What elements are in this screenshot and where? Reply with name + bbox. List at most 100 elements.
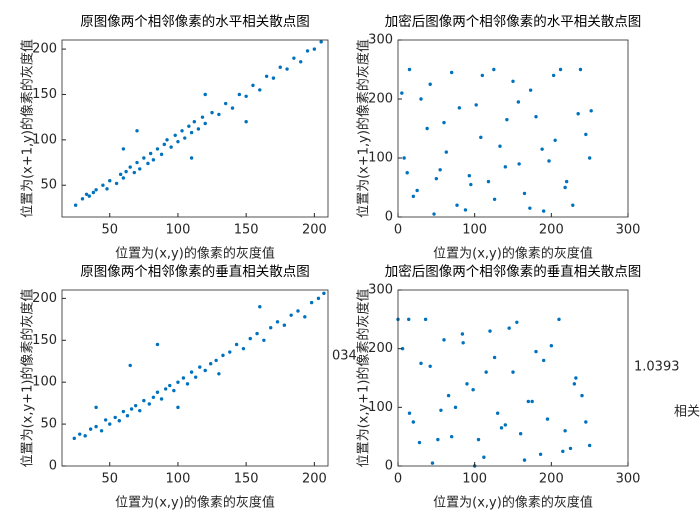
- y-axis-label: 位置为(x,y+1)的像素的灰度值: [20, 289, 36, 468]
- point: [176, 380, 180, 384]
- point: [469, 182, 473, 187]
- y-tick-label: 200: [368, 92, 393, 107]
- point: [547, 159, 551, 163]
- point: [142, 398, 146, 403]
- x-tick-label: 100: [462, 472, 487, 487]
- point: [411, 420, 416, 424]
- point: [113, 415, 117, 420]
- point: [438, 168, 442, 172]
- point: [568, 446, 573, 451]
- point: [561, 449, 565, 454]
- point: [87, 194, 91, 198]
- axes-background: [398, 40, 628, 217]
- y-tick-label: 200: [368, 341, 393, 356]
- point: [584, 132, 588, 137]
- point: [135, 160, 139, 165]
- point: [244, 94, 248, 98]
- point: [155, 342, 160, 347]
- point: [165, 138, 169, 142]
- point: [84, 192, 89, 197]
- point: [103, 418, 108, 422]
- y-tick-label: 0: [385, 459, 393, 474]
- point: [474, 103, 478, 107]
- point: [114, 181, 119, 186]
- point: [208, 362, 213, 366]
- point: [442, 338, 446, 342]
- point: [432, 212, 436, 216]
- y-tick-label: 300: [368, 33, 393, 48]
- point: [419, 361, 423, 366]
- point: [460, 332, 465, 336]
- point: [522, 458, 527, 462]
- point: [319, 40, 323, 44]
- point: [258, 305, 262, 309]
- subplot: 50 100 150 200 0 50 100 150 200 位置为(x,y)的像素的灰度值 位置…: [20, 264, 329, 511]
- x-tick-label: 200: [539, 223, 564, 238]
- x-tick-label: 0: [394, 472, 402, 487]
- point: [159, 152, 164, 157]
- point: [428, 82, 432, 86]
- point: [534, 115, 538, 119]
- point: [419, 97, 423, 101]
- axes-background: [62, 40, 328, 217]
- point: [223, 101, 228, 106]
- point: [159, 397, 164, 401]
- point: [503, 165, 508, 169]
- x-tick-label: 200: [539, 472, 564, 487]
- point: [155, 390, 160, 394]
- point: [214, 358, 218, 363]
- point: [151, 395, 156, 399]
- point: [571, 203, 575, 207]
- point: [528, 206, 532, 210]
- point: [163, 387, 168, 391]
- point: [108, 422, 112, 426]
- point: [563, 185, 567, 190]
- point: [549, 344, 554, 348]
- point: [471, 388, 475, 392]
- point: [417, 440, 422, 445]
- axes-frame: [397, 289, 629, 467]
- point: [230, 106, 235, 110]
- point: [423, 317, 428, 322]
- point: [541, 358, 546, 363]
- point: [434, 176, 439, 181]
- point: [142, 156, 146, 160]
- point: [91, 190, 96, 195]
- chart-title: 加密后图像两个相邻像素的垂直相关散点图: [385, 263, 642, 280]
- axes-frame: [397, 39, 629, 218]
- x-axis-label: 位置为(x,y)的像素的灰度值: [115, 495, 275, 511]
- point: [492, 197, 497, 201]
- point: [94, 405, 98, 410]
- point: [587, 156, 592, 160]
- point: [495, 411, 500, 415]
- point: [511, 79, 515, 84]
- point: [476, 437, 481, 442]
- point: [121, 176, 126, 180]
- point: [124, 169, 128, 174]
- y-tick-label: 0: [49, 459, 57, 474]
- point: [244, 119, 248, 124]
- point: [439, 408, 443, 412]
- point: [251, 83, 255, 88]
- x-tick-label: 0: [394, 223, 402, 238]
- point: [564, 179, 569, 184]
- point: [289, 313, 293, 317]
- point: [479, 135, 483, 140]
- point: [563, 429, 567, 433]
- y-tick-label: 50: [40, 178, 57, 193]
- x-tick-label: 50: [101, 223, 118, 238]
- point: [553, 138, 557, 142]
- point: [449, 70, 454, 75]
- point: [128, 363, 132, 368]
- point: [407, 411, 412, 415]
- axes-frame: [61, 289, 329, 467]
- point: [155, 147, 160, 151]
- point: [151, 158, 156, 162]
- y-tick-label: 100: [368, 151, 393, 166]
- point: [228, 350, 232, 354]
- point: [499, 426, 504, 430]
- chart-title: 原图像两个相邻像素的水平相关散点图: [80, 14, 310, 30]
- point: [541, 209, 546, 213]
- point: [258, 88, 262, 92]
